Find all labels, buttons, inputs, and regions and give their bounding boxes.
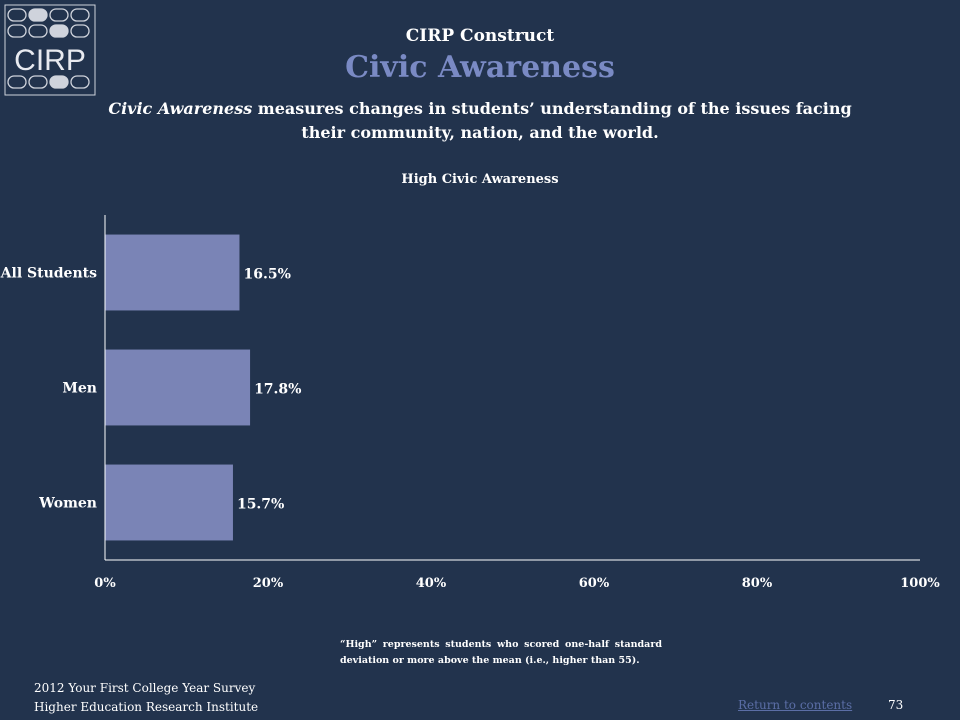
footer-survey: 2012 Your First College Year Survey [34, 681, 256, 695]
bar-2 [105, 464, 233, 541]
category-label-2: Women [38, 496, 97, 512]
footnote: “High” represents students who scored on… [340, 639, 662, 666]
construct-description: Civic Awareness measures changes in stud… [90, 97, 870, 145]
page-number: 73 [888, 698, 904, 712]
value-label-1: 17.8% [254, 382, 301, 398]
x-tick-label-4: 80% [742, 576, 773, 591]
description-emphasis: Civic Awareness [108, 99, 253, 118]
return-to-contents-link[interactable]: Return to contents [738, 698, 853, 712]
slide-kicker: CIRP Construct [405, 26, 555, 46]
cirp-logo: CIRP [4, 4, 96, 96]
category-label-0: All Students [0, 266, 97, 282]
x-tick-label-2: 40% [416, 576, 447, 591]
category-label-1: Men [62, 381, 97, 397]
value-label-2: 15.7% [237, 497, 284, 513]
x-tick-label-0: 0% [94, 576, 116, 591]
value-label-0: 16.5% [243, 267, 290, 283]
x-tick-label-5: 100% [900, 576, 940, 591]
logo-text: CIRP [14, 44, 86, 77]
description-line2: their community, nation, and the world. [301, 123, 659, 142]
header: CIRP Construct Civic Awareness [100, 26, 860, 85]
footer-institute: Higher Education Research Institute [34, 700, 259, 714]
bar-0 [105, 234, 240, 311]
description-line1: measures changes in students’ understand… [252, 99, 852, 118]
slide-title: Civic Awareness [345, 50, 615, 85]
x-tick-label-1: 20% [253, 576, 284, 591]
bar-chart: All Students 16.5% Men 17.8% Women 15.7% 0% 20%… [0, 215, 940, 591]
bar-1 [105, 349, 251, 426]
chart-title: High Civic Awareness [401, 172, 559, 187]
footer: 2012 Your First College Year Survey High… [34, 679, 258, 717]
x-tick-label-3: 60% [579, 576, 610, 591]
